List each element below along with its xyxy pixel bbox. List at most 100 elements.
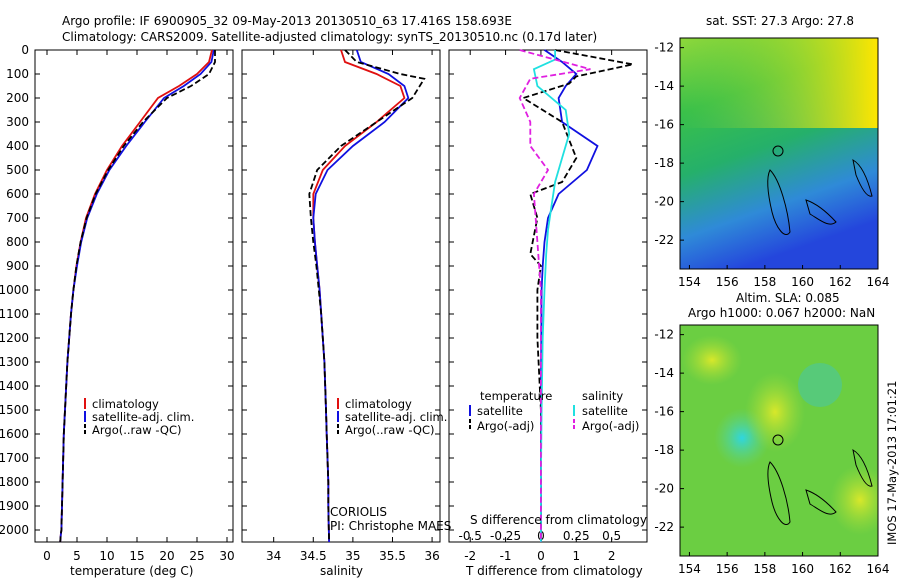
sla-high-anomaly [830, 465, 878, 535]
map-x-tick-label: 154 [678, 562, 701, 576]
sla-high-anomaly [682, 335, 742, 385]
y-tick-label: 1500 [0, 403, 29, 417]
map-x-tick-label: 160 [791, 562, 814, 576]
legend-label-satellite: satellite-adj. clim. [92, 410, 194, 424]
x-tick-label: -2 [464, 549, 476, 563]
y-tick-label: 100 [6, 67, 29, 81]
reef-outline [852, 449, 873, 487]
x-tick-label: 36 [424, 549, 439, 563]
legend-title-salinity: salinity [582, 389, 623, 403]
y-tick-label: 300 [6, 115, 29, 129]
sla-map-title: Altim. SLA: 0.085 [736, 291, 840, 305]
x-tick-label: 34.5 [300, 549, 327, 563]
y-tick-label: 1400 [0, 379, 29, 393]
series-line-temperature-argo-adj [521, 49, 634, 542]
sst-map-title: sat. SST: 27.3 Argo: 27.8 [706, 14, 854, 28]
difference-legend: temperature salinity satellite Argo(-adj… [469, 389, 639, 433]
difference-axes-frame [448, 49, 648, 543]
y-tick-label: 600 [6, 187, 29, 201]
map-x-tick-label: 164 [867, 275, 890, 289]
legend-label-sal-satellite: satellite [582, 404, 628, 418]
figure-title-line1: Argo profile: IF 6900905_32 09-May-2013 … [62, 14, 512, 28]
argo-location-marker [772, 434, 784, 446]
x-tick-label: 30 [219, 549, 234, 563]
reef-outline [852, 159, 873, 197]
temperature-legend: climatology satellite-adj. clim. Argo(..… [84, 397, 194, 437]
salinity-panel: 34 34.5 35 35.5 36 salinity climatology sate… [241, 49, 451, 578]
map-y-tick-label: -22 [654, 233, 674, 247]
map-x-tick-label: 162 [829, 562, 852, 576]
y-tick-label: 800 [6, 235, 29, 249]
y-tick-label: 1000 [0, 283, 29, 297]
x-tick-label: 0 [537, 549, 545, 563]
x-tick-label-top: 0.25 [563, 529, 590, 543]
legend-label-temp-argo: Argo(-adj) [477, 419, 534, 433]
map-x-tick-label: 164 [867, 562, 890, 576]
y-tick-label: 0 [21, 43, 29, 57]
y-tick-label: 1600 [0, 427, 29, 441]
map-x-tick-label: 156 [716, 562, 739, 576]
x-tick-label: 34 [266, 549, 281, 563]
reef-outline [767, 169, 791, 235]
map-y-tick-label: -22 [654, 520, 674, 534]
institution-pi: PI: Christophe MAES [330, 519, 451, 533]
series-line-argo-raw-qc [308, 49, 426, 543]
figure-title-line2: Climatology: CARS2009. Satellite-adjuste… [62, 30, 597, 44]
map-x-tick-label: 158 [753, 275, 776, 289]
map-x-tick-label: 162 [829, 275, 852, 289]
map-y-tick-label: -16 [654, 118, 674, 132]
map-x-tick-label: 154 [678, 275, 701, 289]
legend-label-sal-argo: Argo(-adj) [582, 419, 639, 433]
temperature-panel: 0 5 10 15 20 25 300100200300400500600700800900… [0, 43, 235, 578]
map-y-tick-label: -12 [654, 41, 674, 55]
salinity-legend: climatology satellite-adj. clim. Argo(..… [337, 397, 447, 437]
series-line-salinity-argo-adj [518, 49, 591, 542]
difference-panel: -2 -1 0 1 2-0.5 -0.25 0 0.25 0.5 S difference fr… [448, 49, 648, 578]
temperature-axes-frame [34, 49, 234, 543]
x-tick-label: 20 [159, 549, 174, 563]
map-y-tick-label: -18 [654, 443, 674, 457]
sst-map-frame [679, 37, 879, 270]
credit-timestamp: IMOS 17-May-2013 17:01:21 [885, 381, 899, 545]
sst-map: sat. SST: 27.3 Argo: 27.8 154 156 158 160 16… [654, 14, 889, 289]
y-tick-label: 1700 [0, 451, 29, 465]
reef-outline [805, 199, 837, 225]
map-y-tick-label: -12 [654, 328, 674, 342]
series-line-satellite-adj-clim [312, 49, 410, 543]
sla-map-subtitle: Argo h1000: 0.067 h2000: NaN [688, 306, 875, 320]
y-tick-label: 1200 [0, 331, 29, 345]
x-tick-label-top: -0.25 [490, 529, 521, 543]
sla-high-anomaly [745, 372, 805, 452]
map-x-tick-label: 158 [753, 562, 776, 576]
difference-xlabel-top: S difference from climatology [470, 513, 647, 527]
x-tick-label: 10 [99, 549, 114, 563]
series-line-satellite-adj-clim [59, 49, 215, 543]
y-tick-label: 1900 [0, 499, 29, 513]
x-tick-label: 35.5 [379, 549, 406, 563]
x-tick-label: 25 [189, 549, 204, 563]
y-tick-label: 200 [6, 91, 29, 105]
sst-warm-region [680, 38, 878, 128]
salinity-xlabel: salinity [320, 564, 363, 578]
y-tick-label: 2000 [0, 523, 29, 537]
legend-label-temp-satellite: satellite [477, 404, 523, 418]
y-tick-label: 1300 [0, 355, 29, 369]
difference-xlabel: T difference from climatology [465, 564, 643, 578]
y-tick-label: 1800 [0, 475, 29, 489]
map-y-tick-label: -16 [654, 405, 674, 419]
reef-outline [805, 489, 837, 515]
legend-label-argo: Argo(..raw -QC) [345, 423, 435, 437]
map-y-tick-label: -20 [654, 482, 674, 496]
legend-label-climatology: climatology [92, 397, 159, 411]
sla-low-anomaly [798, 363, 842, 407]
institution-name: CORIOLIS [330, 505, 387, 519]
series-line-climatology [59, 49, 213, 543]
reef-outline [767, 461, 791, 525]
map-y-tick-label: -20 [654, 195, 674, 209]
legend-label-climatology: climatology [345, 397, 412, 411]
x-tick-label: 35 [345, 549, 360, 563]
x-tick-label: -1 [500, 549, 512, 563]
x-tick-label: 5 [73, 549, 81, 563]
argo-location-marker [772, 145, 784, 157]
